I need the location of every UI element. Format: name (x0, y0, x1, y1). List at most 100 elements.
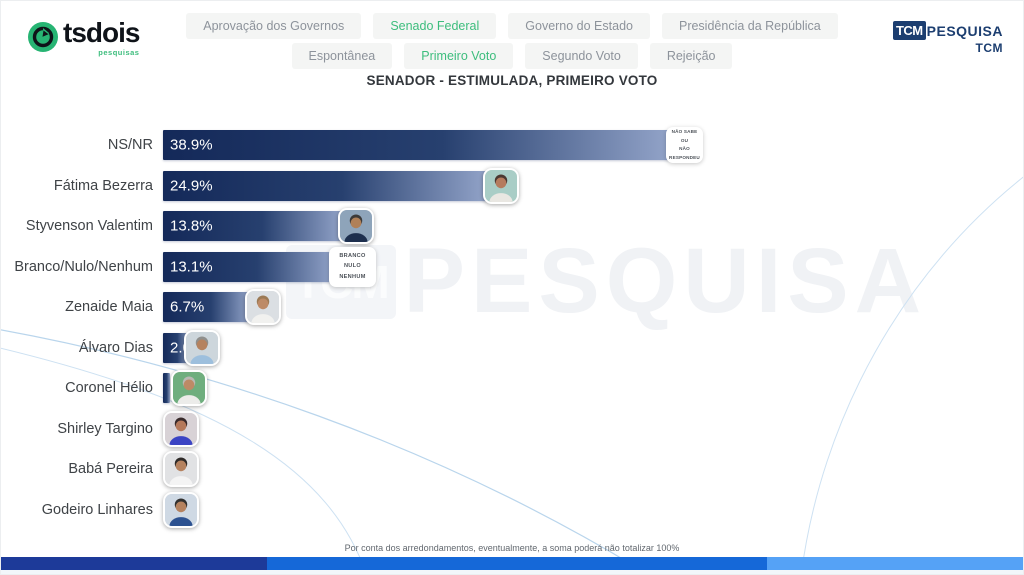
footer-segment-3 (767, 557, 1023, 570)
result-badge: NÃO SABE OU NÃO RESPONDEU (666, 127, 703, 164)
candidate-photo (163, 491, 199, 528)
tab-senado-federal[interactable]: Senado Federal (373, 13, 497, 39)
tab-label: Primeiro Voto (421, 49, 497, 63)
bar-value: 13.1% (170, 258, 213, 276)
bar-area (163, 370, 1013, 407)
brand-logo: tsdois pesquisas (27, 17, 140, 58)
tab-espontanea[interactable]: Espontânea (291, 43, 393, 69)
bar-area: 13.8% (163, 208, 1013, 245)
tab-label: Presidência da República (678, 19, 821, 33)
row-label: Branco/Nulo/Nenhum (14, 258, 153, 275)
bar-area (163, 491, 1013, 528)
tab-presidencia-da-republica[interactable]: Presidência da República (661, 13, 838, 39)
bar (163, 373, 170, 404)
candidate-photo (163, 410, 199, 447)
tcm-logo: TCM PESQUISA TCM (892, 21, 1003, 55)
tab-governo-do-estado[interactable]: Governo do Estado (508, 13, 650, 39)
bar-value: 13.8% (170, 217, 213, 235)
bar-area: 6.7% (163, 289, 1013, 326)
row-label: NS/NR (107, 137, 153, 154)
footer-segment-1 (1, 557, 267, 570)
nav-row-2: Espontânea Primeiro Voto Segundo Voto Re… (291, 43, 733, 69)
bar-value: 24.9% (170, 177, 213, 195)
row-label: Zenaide Maia (65, 299, 153, 316)
chart: NS/NR 38.9% NÃO SABE OU NÃO RESPONDEU Fáti… (11, 125, 1013, 530)
brand-name: tsdois (63, 17, 140, 48)
bar-area (163, 451, 1013, 488)
tab-label: Aprovação dos Governos (203, 19, 345, 33)
footnote: Por conta dos arredondamentos, eventualm… (344, 543, 680, 553)
tab-label: Rejeição (666, 49, 716, 63)
tab-segundo-voto[interactable]: Segundo Voto (525, 43, 638, 69)
candidate-photo-silhouette (186, 331, 218, 364)
bottom-strip (1, 570, 1023, 574)
bar: 24.9% (163, 170, 488, 201)
candidate-photo (483, 167, 519, 204)
brand-icon (28, 22, 58, 52)
row-zenaide-maia: Zenaide Maia 6.7% (11, 287, 1013, 328)
candidate-photo-silhouette (173, 372, 205, 405)
footer-segment-2 (266, 557, 768, 570)
bar: 38.9% (163, 130, 671, 161)
tab-label: Senado Federal (390, 19, 480, 33)
candidate-photo-silhouette (165, 412, 197, 445)
row-label: Shirley Targino (57, 420, 153, 437)
candidate-photo-silhouette (165, 493, 197, 526)
nav-row-1: Aprovação dos Governos Senado Federal Go… (186, 13, 838, 39)
tab-label: Governo do Estado (525, 19, 633, 33)
row-label: Babá Pereira (68, 461, 153, 478)
row-ns-nr: NS/NR 38.9% NÃO SABE OU NÃO RESPONDEU (11, 125, 1013, 166)
bar-area: 24.9% (163, 167, 1013, 204)
result-badge-line: NULO (343, 263, 362, 270)
tcm-logo-sub: TCM (975, 41, 1003, 55)
result-badge-line: NENHUM (339, 274, 366, 281)
row-label: Coronel Hélio (65, 380, 153, 397)
tcm-logo-word: PESQUISA (926, 22, 1003, 39)
bar: 6.7% (163, 292, 250, 323)
row-branco-nulo-nenhum: Branco/Nulo/Nenhum 13.1% BRANCO NULO NENHU… (11, 246, 1013, 288)
tab-primeiro-voto[interactable]: Primeiro Voto (404, 43, 514, 69)
candidate-photo-silhouette (485, 169, 517, 202)
bar-area: 13.1% BRANCO NULO NENHUM (163, 246, 1013, 287)
result-badge-line: NÃO SABE (671, 128, 698, 134)
row-fatima-bezerra: Fátima Bezerra 24.9% (11, 166, 1013, 207)
row-label: Fátima Bezerra (53, 177, 153, 194)
candidate-photo-silhouette (165, 453, 197, 486)
brand-tagline: pesquisas (98, 48, 140, 57)
row-label: Godeiro Linhares (41, 501, 153, 518)
tab-aprovacao-dos-governos[interactable]: Aprovação dos Governos (186, 13, 362, 39)
result-badge-line: OU (680, 137, 689, 143)
tcm-logo-box: TCM (892, 21, 926, 40)
tab-label: Segundo Voto (542, 49, 621, 63)
tab-label: Espontânea (308, 49, 376, 63)
candidate-photo (338, 208, 374, 245)
tcm-logo-top: TCM PESQUISA (892, 21, 1003, 40)
bar: 13.8% (163, 211, 343, 242)
candidate-photo-silhouette (340, 210, 372, 243)
bar-value: 38.9% (170, 136, 213, 154)
row-godeiro-linhares: Godeiro Linhares (11, 490, 1013, 531)
candidate-photo (245, 289, 281, 326)
page-title: SENADOR - ESTIMULADA, PRIMEIRO VOTO (366, 73, 658, 88)
footer-progress-bar (1, 557, 1023, 570)
candidate-photo (184, 329, 220, 366)
bar-area: 2.0% (163, 329, 1013, 366)
result-badge-line: BRANCO (339, 252, 366, 259)
candidate-photo (171, 370, 207, 407)
result-badge: BRANCO NULO NENHUM (329, 246, 376, 287)
bar-area (163, 410, 1013, 447)
row-coronel-helio: Coronel Hélio (11, 368, 1013, 409)
bar: 13.1% (163, 251, 334, 282)
tab-rejeicao[interactable]: Rejeição (649, 43, 733, 69)
nav-tabs: Aprovação dos Governos Senado Federal Go… (186, 13, 838, 69)
result-badge-line: NÃO RESPONDEU (669, 146, 700, 160)
bar-area: 38.9% NÃO SABE OU NÃO RESPONDEU (163, 127, 1013, 164)
candidate-photo-silhouette (247, 291, 279, 324)
brand-text: tsdois pesquisas (63, 17, 140, 58)
row-baba-pereira: Babá Pereira (11, 449, 1013, 490)
row-label: Álvaro Dias (78, 339, 153, 356)
row-alvaro-dias: Álvaro Dias 2.0% (11, 328, 1013, 369)
header: tsdois pesquisas Aprovação dos Governos … (1, 1, 1023, 71)
row-label: Styvenson Valentim (25, 218, 153, 235)
